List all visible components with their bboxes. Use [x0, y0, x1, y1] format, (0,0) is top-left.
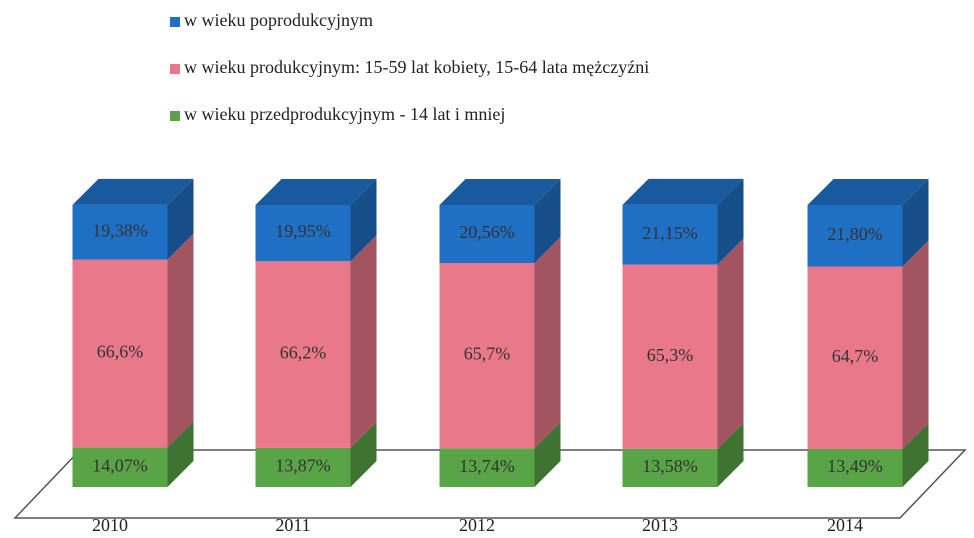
data-label: 13,74%	[459, 456, 515, 476]
bar	[622, 204, 718, 265]
data-label: 14,07%	[92, 455, 148, 475]
bar-side	[534, 179, 561, 263]
data-label: 13,87%	[275, 456, 331, 476]
bar	[255, 261, 351, 448]
bar-side	[717, 178, 744, 265]
legend-swatch	[170, 17, 180, 27]
legend-label: w wieku poprodukcyjnym	[184, 10, 373, 30]
x-tick-label: 2010	[92, 515, 128, 535]
bar	[255, 204, 351, 262]
bar-side	[350, 178, 377, 262]
legend-label: w wieku przedprodukcyjnym - 14 lat i mni…	[184, 104, 505, 124]
x-tick-label: 2014	[827, 515, 863, 535]
bar-side	[717, 238, 744, 449]
bar-side	[167, 233, 194, 448]
bar-side	[534, 422, 561, 487]
bar-side	[902, 240, 929, 449]
bar-top	[72, 178, 194, 205]
bar	[72, 204, 168, 260]
bar	[622, 448, 718, 487]
bar	[72, 259, 168, 448]
legend-swatch	[170, 64, 180, 74]
bar-side	[534, 236, 561, 449]
data-label: 20,56%	[459, 222, 515, 242]
bar	[807, 266, 903, 449]
bar	[72, 447, 168, 487]
bar-side	[167, 421, 194, 487]
bar	[439, 205, 535, 263]
x-tick-label: 2011	[275, 515, 310, 535]
data-label: 66,6%	[97, 342, 144, 362]
bar-side	[350, 235, 377, 448]
data-label: 19,95%	[275, 221, 331, 241]
legend-label: w wieku produkcyjnym: 15-59 lat kobiety,…	[184, 57, 649, 77]
data-label: 19,38%	[92, 220, 148, 240]
bar	[622, 264, 718, 449]
bar-top	[622, 178, 744, 205]
bar-side	[902, 179, 929, 267]
bar	[439, 448, 535, 487]
x-tick-label: 2013	[642, 515, 678, 535]
bar	[807, 448, 903, 487]
bar-side	[350, 421, 377, 487]
data-label: 21,15%	[642, 223, 698, 243]
bar-side	[902, 422, 929, 487]
data-label: 66,2%	[280, 343, 327, 363]
x-tick-label: 2012	[459, 515, 495, 535]
bar-top	[255, 178, 377, 205]
data-label: 65,3%	[647, 345, 694, 365]
data-label: 13,49%	[827, 456, 883, 476]
data-label: 13,58%	[642, 456, 698, 476]
bar-side	[167, 178, 194, 260]
bar-side	[717, 422, 744, 487]
legend-swatch	[170, 111, 180, 121]
bar-top	[807, 179, 929, 206]
bar	[255, 447, 351, 487]
data-label: 64,7%	[832, 346, 879, 366]
data-label: 21,80%	[827, 224, 883, 244]
data-label: 65,7%	[464, 344, 511, 364]
bar-top	[439, 179, 561, 205]
bar	[807, 205, 903, 267]
bar	[439, 262, 535, 449]
